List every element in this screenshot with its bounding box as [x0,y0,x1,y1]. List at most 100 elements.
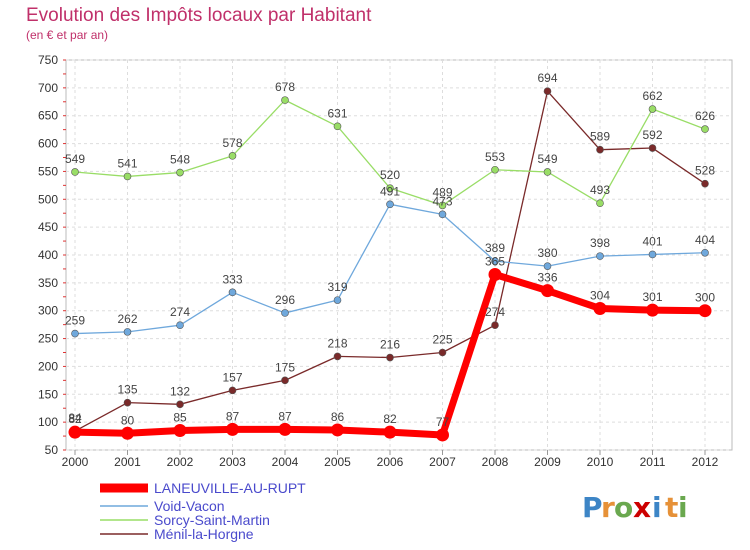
data-label: 218 [327,336,347,350]
data-label: 491 [380,184,400,198]
data-label: 274 [485,305,505,319]
data-point [278,422,292,436]
data-point [488,268,502,281]
data-label: 85 [173,411,187,425]
data-point [491,165,499,174]
data-point [541,284,554,298]
legend-label: LANEUVILLE-AU-RUPT [154,480,306,496]
series-void-vacon [71,200,709,338]
x-tick-label: 2002 [167,455,194,469]
x-tick-label: 2011 [640,455,666,469]
data-label: 157 [222,370,242,384]
data-label: 548 [170,153,190,167]
data-point [176,321,184,330]
legend-label: Ménil-la-Horgne [154,526,254,542]
logo-letter: t [665,491,678,524]
data-point [228,288,237,297]
data-point [123,398,132,407]
logo-letter: o [614,491,633,524]
x-tick-label: 2007 [429,455,456,469]
data-label: 401 [642,234,662,248]
data-point [436,428,449,442]
data-point [701,179,709,188]
y-tick-label: 50 [45,443,59,457]
y-tick-label: 700 [38,81,58,95]
data-point [176,168,184,177]
data-point [333,352,342,361]
data-point [71,168,79,176]
data-point [701,125,709,133]
data-point [281,376,289,385]
data-point [228,152,237,160]
data-label: 77 [436,415,450,429]
data-point [648,105,657,113]
data-label: 404 [695,233,715,247]
y-tick-label: 100 [38,415,58,429]
data-point [226,422,239,436]
data-label: 333 [222,272,242,286]
data-point [176,400,184,409]
data-point [646,303,659,317]
data-point [333,122,342,131]
data-label: 87 [278,409,292,423]
data-label: 259 [65,314,85,328]
data-label: 520 [380,168,400,182]
data-point [438,201,447,210]
y-tick-label: 450 [38,220,58,234]
data-point [383,425,397,439]
y-tick-label: 300 [38,304,58,318]
data-label: 489 [432,185,452,199]
legend-label: Void-Vacon [154,498,225,514]
data-label: 216 [380,338,400,352]
data-point [123,328,132,336]
y-tick-label: 400 [38,248,58,262]
data-label: 589 [590,130,610,144]
data-label: 549 [65,152,85,166]
x-tick-label: 2001 [114,455,141,469]
data-label: 380 [537,246,557,260]
data-label: 82 [68,412,82,426]
data-point [491,321,499,330]
data-label: 631 [327,106,347,120]
data-point [281,96,289,104]
y-tick-label: 500 [38,192,58,206]
data-label: 592 [642,128,662,142]
data-label: 300 [695,291,715,305]
data-label: 84 [68,411,82,425]
data-point [491,257,499,265]
y-tick-label: 600 [38,137,58,151]
data-label: 389 [485,241,505,255]
y-tick-label: 150 [38,387,58,401]
y-axis: 50 100 150 200 250 300 350 400 450 500 550 600 650 70… [38,53,66,457]
data-label: 541 [117,156,137,170]
data-point [648,144,657,152]
data-point [648,250,657,259]
y-tick-label: 350 [38,276,58,290]
logo-letter: r [601,491,615,524]
data-label: 80 [121,413,135,427]
y-tick-label: 550 [38,164,58,178]
data-point [281,309,289,317]
logo-letter: i [652,491,662,524]
data-label: 493 [590,183,610,197]
data-label: 336 [537,271,557,285]
proxiti-logo: Pr o x i t i [582,491,688,524]
data-label: 549 [537,152,557,166]
chart-subtitle: (en € et par an) [26,28,108,42]
data-label: 132 [170,384,190,398]
data-label: 678 [275,80,295,94]
data-label: 86 [331,410,345,424]
legend-label: Sorcy-Saint-Martin [154,512,270,528]
y-tick-label: 200 [38,359,58,373]
data-label: 473 [432,194,452,208]
data-point [71,329,79,338]
data-label: 296 [275,293,295,307]
data-point [543,168,552,176]
x-tick-label: 2012 [692,455,719,469]
data-point [596,199,604,207]
data-point [386,353,394,362]
data-label: 225 [432,333,452,347]
logo-letter: i [678,491,688,524]
data-label: 662 [642,89,662,103]
